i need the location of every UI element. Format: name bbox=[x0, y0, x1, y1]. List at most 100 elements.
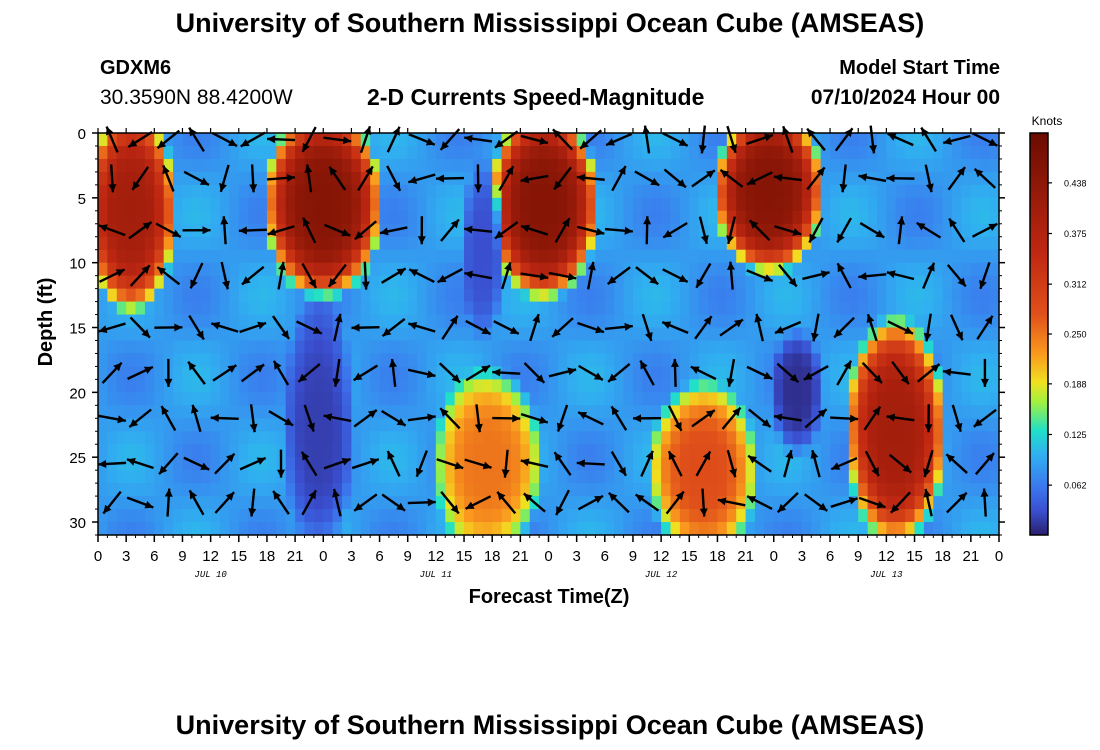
heat-cell bbox=[351, 184, 362, 199]
heat-cell bbox=[501, 418, 512, 432]
current-arrow bbox=[746, 495, 773, 511]
heat-cell bbox=[783, 262, 794, 277]
current-arrow bbox=[643, 216, 652, 245]
current-arrow bbox=[971, 132, 998, 147]
heat-cell bbox=[492, 288, 503, 303]
heat-cell bbox=[266, 392, 277, 406]
heat-cell bbox=[266, 301, 277, 316]
heat-cell bbox=[839, 262, 850, 277]
heat-cell bbox=[839, 483, 850, 497]
heat-cell bbox=[792, 522, 803, 536]
heat-cell bbox=[811, 470, 822, 484]
heat-cell bbox=[679, 496, 690, 510]
current-arrow bbox=[219, 164, 230, 193]
heat-cell bbox=[285, 457, 296, 471]
heat-cell bbox=[248, 197, 259, 212]
current-arrow bbox=[886, 413, 915, 422]
heat-cell bbox=[933, 379, 944, 393]
heat-cell bbox=[154, 184, 165, 199]
heat-cell bbox=[764, 340, 775, 354]
heat-cell bbox=[717, 379, 728, 393]
heat-cell bbox=[342, 366, 352, 380]
heat-cell bbox=[417, 444, 427, 458]
heat-cell bbox=[895, 431, 906, 445]
heat-cell bbox=[876, 522, 887, 536]
current-arrow bbox=[773, 413, 802, 422]
heat-cell bbox=[557, 405, 568, 419]
arrow-head bbox=[408, 321, 418, 330]
heat-cell bbox=[689, 379, 700, 393]
heat-cell bbox=[482, 262, 493, 277]
heat-cell bbox=[379, 457, 390, 471]
heat-cell bbox=[651, 171, 662, 186]
heat-cell bbox=[661, 249, 672, 264]
heat-cell bbox=[191, 509, 202, 523]
heat-cell bbox=[520, 301, 531, 316]
heat-cell bbox=[961, 509, 972, 523]
heat-cell bbox=[370, 158, 381, 173]
chart-title-top: University of Southern Mississippi Ocean… bbox=[175, 8, 925, 38]
heat-cell bbox=[848, 392, 859, 406]
arrow-head bbox=[674, 421, 682, 431]
current-arrow bbox=[464, 134, 493, 143]
heat-cell bbox=[783, 249, 794, 264]
current-arrow bbox=[830, 457, 858, 471]
heat-cell bbox=[679, 158, 690, 173]
heat-cell bbox=[351, 405, 362, 419]
heat-cell bbox=[379, 210, 390, 225]
heat-cell bbox=[182, 457, 193, 471]
heat-cell bbox=[886, 366, 897, 380]
heat-cell bbox=[623, 366, 634, 380]
heat-cell bbox=[126, 444, 137, 458]
heat-cell bbox=[398, 444, 409, 458]
heat-cell bbox=[116, 262, 127, 277]
arrow-head bbox=[174, 323, 183, 332]
heat-cell bbox=[492, 470, 503, 484]
heat-cell bbox=[557, 158, 568, 173]
heat-cell bbox=[201, 301, 212, 316]
heat-cell bbox=[773, 353, 784, 367]
heat-cell bbox=[173, 262, 183, 277]
heat-cell bbox=[144, 366, 155, 380]
heat-cell bbox=[773, 133, 784, 147]
heat-cell bbox=[745, 366, 756, 380]
heat-cell bbox=[116, 158, 127, 173]
heat-cell bbox=[567, 210, 578, 225]
heat-cell bbox=[201, 470, 212, 484]
heat-cell bbox=[238, 522, 249, 536]
heat-cell bbox=[708, 314, 718, 329]
heat-cell bbox=[210, 223, 221, 238]
heat-cell bbox=[811, 379, 822, 393]
heat-cell bbox=[717, 145, 728, 160]
heat-cell bbox=[557, 392, 568, 406]
heat-cell bbox=[989, 301, 1000, 316]
heat-cell bbox=[858, 133, 869, 147]
arrow-head bbox=[820, 270, 830, 279]
current-arrow bbox=[783, 449, 794, 478]
arrow-head bbox=[427, 498, 436, 507]
heat-cell bbox=[323, 133, 334, 147]
heat-cell bbox=[801, 327, 812, 341]
current-arrow bbox=[726, 449, 737, 478]
heat-cell bbox=[370, 223, 381, 238]
heat-cell bbox=[708, 158, 718, 173]
heat-cell bbox=[783, 470, 794, 484]
y-tick-label: 30 bbox=[69, 515, 86, 532]
heat-cell bbox=[539, 418, 549, 432]
heat-cell bbox=[379, 158, 390, 173]
heat-cell bbox=[820, 470, 831, 484]
arrow-head bbox=[200, 462, 210, 470]
heat-cell bbox=[229, 470, 240, 484]
arrow-head bbox=[576, 173, 586, 182]
arrow-head bbox=[226, 453, 235, 463]
heat-cell bbox=[482, 301, 493, 316]
arrow-head bbox=[837, 263, 845, 273]
heat-cell bbox=[557, 340, 568, 354]
heat-cell bbox=[792, 418, 803, 432]
heat-cell bbox=[135, 249, 146, 264]
current-arrow bbox=[220, 261, 230, 290]
heat-cell bbox=[464, 522, 474, 536]
heat-cell bbox=[407, 210, 418, 225]
heat-cell bbox=[107, 314, 118, 329]
heat-cell bbox=[464, 470, 474, 484]
